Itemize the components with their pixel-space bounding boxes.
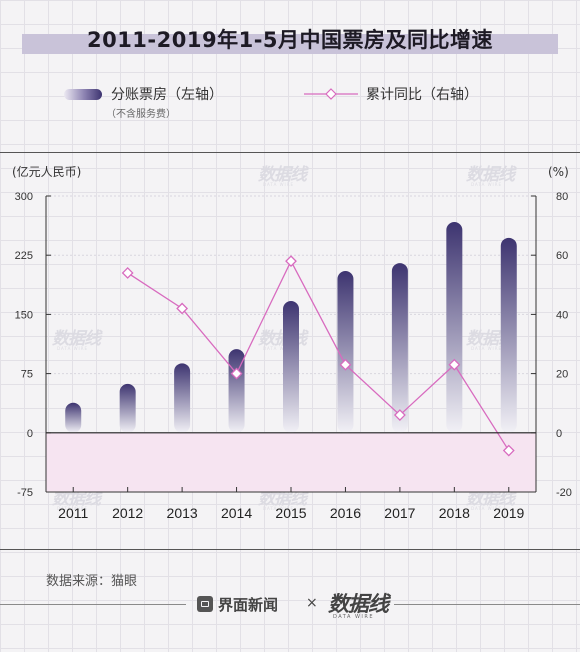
- x-tick-label: 2013: [167, 505, 198, 521]
- x-tick-label: 2012: [112, 505, 143, 521]
- combo-chart: -75 0 75 150 225 300 -20 0 20 40 60 80 2011 2012 2013 2…: [12, 164, 572, 521]
- line-point: [339, 358, 352, 371]
- watermark-logo-sub: DATA WIRE: [57, 346, 89, 351]
- title-band: [22, 34, 558, 54]
- y-right-tick-label: 40: [556, 309, 568, 321]
- watermark-logo-sub: DATA WIRE: [263, 506, 295, 511]
- legend-line-label: 累计同比（右轴）: [366, 87, 478, 103]
- watermark-logo: 数据线: [466, 489, 515, 509]
- watermark-logo: 数据线: [52, 329, 101, 349]
- y-left-tick-label: 225: [15, 250, 33, 262]
- y-right-tick-label: 0: [556, 428, 562, 440]
- bar: [337, 270, 354, 433]
- bar: [500, 237, 517, 433]
- line-point: [230, 367, 243, 380]
- footer-divider-left: [0, 604, 186, 605]
- legend-bar-swatch: [64, 89, 102, 100]
- x-tick-label: 2018: [439, 505, 470, 521]
- watermark-logo: 数据线: [466, 165, 515, 185]
- line-point: [393, 409, 406, 421]
- y-right-tick-label: 20: [556, 369, 568, 381]
- y-right-tick-label: -20: [556, 487, 572, 499]
- footer-brand-jiemian: 界面新闻: [218, 596, 279, 614]
- y-left-tick-label: -75: [17, 487, 33, 499]
- line-point: [176, 302, 189, 315]
- watermark-logo-sub: DATA WIRE: [57, 506, 89, 511]
- x-tick-label: 2017: [384, 505, 415, 521]
- yoy-line: [127, 259, 510, 451]
- footer-brand-datawire-sub: DATA WIRE: [333, 614, 375, 620]
- y-right-axis-label: (%): [548, 165, 569, 179]
- watermark-logo-sub: DATA WIRE: [471, 182, 503, 187]
- bar: [446, 222, 463, 433]
- x-tick-label: 2016: [330, 505, 361, 521]
- footer-brand-datawire: 数据线: [328, 592, 389, 616]
- y-right-tick-label: 60: [556, 250, 568, 262]
- y-left-tick-label: 300: [15, 191, 33, 203]
- y-left-tick-label: 0: [27, 428, 33, 440]
- bar: [174, 363, 191, 433]
- bar: [391, 263, 408, 433]
- watermark-logo: 数据线: [52, 489, 101, 509]
- line-point: [121, 267, 134, 279]
- source-note: 数据来源：猫眼: [46, 574, 138, 589]
- y-left-axis-label: (亿元人民币): [12, 164, 81, 179]
- legend-bar-sublabel: （不含服务费）: [106, 109, 176, 120]
- line-point: [502, 444, 515, 457]
- x-tick-label: 2015: [275, 505, 306, 521]
- watermark-logo-sub: DATA WIRE: [263, 182, 295, 187]
- negative-region: [46, 432, 536, 492]
- watermark-logo: 数据线: [258, 165, 307, 185]
- x-tick-label: 2011: [58, 505, 88, 521]
- watermark-logo-sub: DATA WIRE: [471, 506, 503, 511]
- bar: [228, 349, 245, 433]
- bar: [119, 383, 136, 433]
- x-tick-label: 2014: [221, 505, 252, 521]
- watermark-logo-sub: DATA WIRE: [471, 346, 503, 351]
- line-point: [285, 255, 297, 268]
- watermark-logo-sub: DATA WIRE: [263, 346, 295, 351]
- y-left-tick-label: 150: [15, 309, 33, 321]
- y-right-tick-label: 80: [556, 191, 568, 203]
- y-left-tick-label: 75: [21, 369, 33, 381]
- chart-frame: [0, 152, 580, 550]
- jiemian-logo-icon: [197, 596, 213, 612]
- footer-separator: ×: [306, 595, 318, 611]
- chart-title: 2011-2019年1-5月中国票房及同比增速: [86, 28, 494, 52]
- bar: [65, 402, 82, 433]
- watermark-logo: 数据线: [258, 489, 307, 509]
- legend-bar-label: 分账票房（左轴）: [111, 87, 223, 103]
- footer-divider-right: [394, 604, 580, 605]
- line-point: [448, 358, 461, 371]
- legend-line-swatch: [304, 88, 358, 100]
- bar: [283, 300, 299, 433]
- x-tick-label: 2019: [493, 505, 524, 521]
